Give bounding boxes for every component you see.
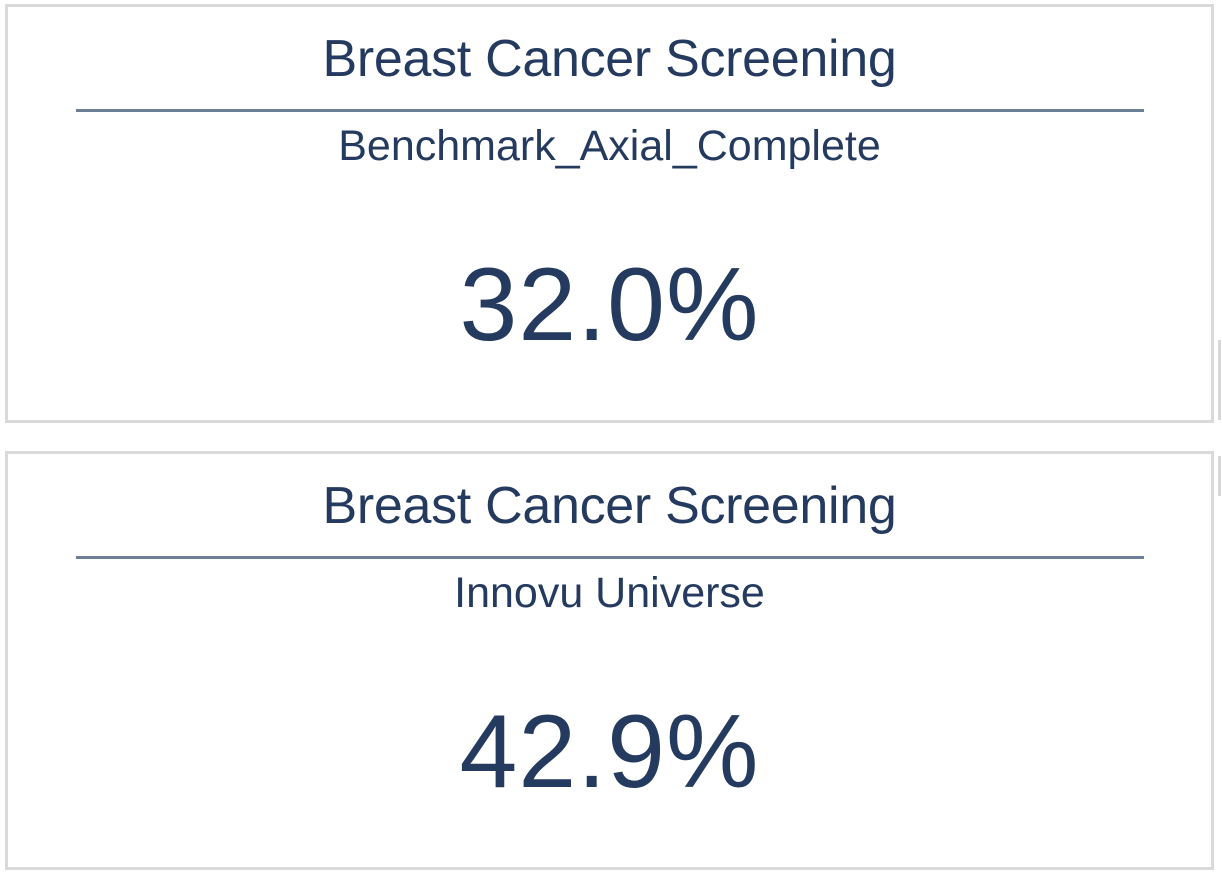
kpi-card-benchmark[interactable]: Breast Cancer Screening Benchmark_Axial_… <box>5 4 1214 423</box>
card-title: Breast Cancer Screening <box>322 30 897 88</box>
card-subtitle: Benchmark_Axial_Complete <box>338 122 881 170</box>
title-divider <box>76 109 1144 112</box>
card-title: Breast Cancer Screening <box>322 477 897 535</box>
title-divider <box>76 556 1144 559</box>
card-subtitle: Innovu Universe <box>454 569 765 617</box>
scrollbar-track-upper <box>1218 340 1221 420</box>
kpi-card-innovu-universe[interactable]: Breast Cancer Screening Innovu Universe … <box>5 451 1214 870</box>
kpi-value: 42.9% <box>459 694 760 810</box>
scrollbar-track-lower <box>1218 456 1221 496</box>
kpi-value: 32.0% <box>459 247 760 363</box>
